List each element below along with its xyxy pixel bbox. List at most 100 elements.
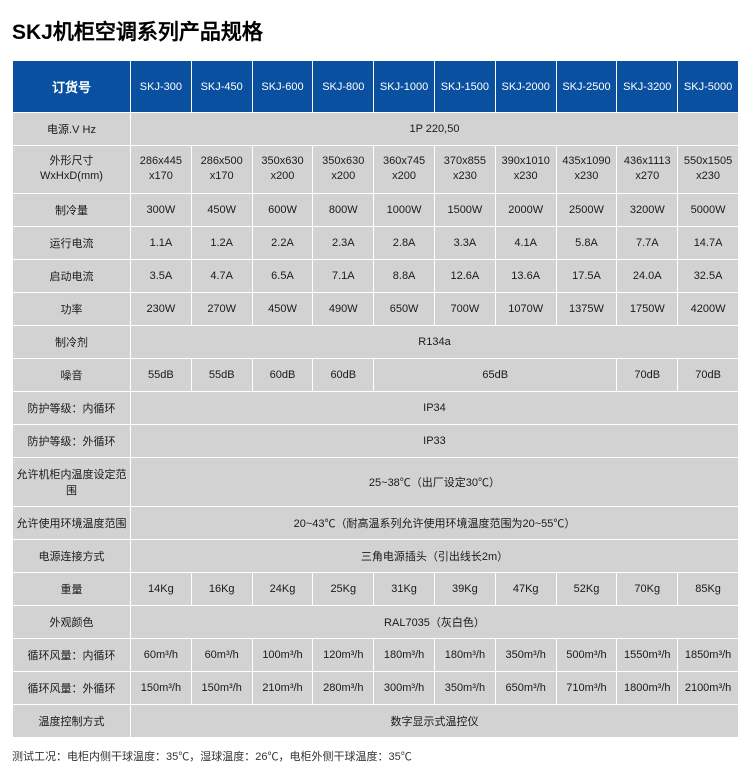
cell: 435x1090x230 (556, 146, 617, 194)
table-row: 防护等级：外循环 IP33 (13, 424, 739, 457)
cell: 2000W (495, 193, 556, 226)
cell-span: 1P 220,50 (131, 113, 739, 146)
cell: 230W (131, 292, 192, 325)
cell: 1375W (556, 292, 617, 325)
cell: 1000W (374, 193, 435, 226)
cell: 3.5A (131, 259, 192, 292)
row-label: 电源.V Hz (13, 113, 131, 146)
table-row: 噪音55dB55dB60dB60dB65dB70dB70dB (13, 358, 739, 391)
cell: 24Kg (252, 572, 313, 605)
cell: 300W (131, 193, 192, 226)
cell: 100m³/h (252, 638, 313, 671)
cell: 2100m³/h (678, 671, 739, 704)
row-label: 重量 (13, 572, 131, 605)
col-model: SKJ-3200 (617, 61, 678, 113)
cell-span: 数字显示式温控仪 (131, 704, 739, 737)
cell-span: 三角电源插头（引出线长2m） (131, 539, 739, 572)
table-row: 允许机柜内温度设定范围 25~38℃（出厂设定30℃） (13, 457, 739, 506)
cell: 60dB (313, 358, 374, 391)
cell: 24.0A (617, 259, 678, 292)
cell: 60m³/h (191, 638, 252, 671)
table-row: 循环风量：外循环150m³/h150m³/h210m³/h280m³/h300m… (13, 671, 739, 704)
row-label: 功率 (13, 292, 131, 325)
cell: 12.6A (434, 259, 495, 292)
cell-span: IP34 (131, 391, 739, 424)
table-row: 重量14Kg16Kg24Kg25Kg31Kg39Kg47Kg52Kg70Kg85… (13, 572, 739, 605)
table-row: 温度控制方式 数字显示式温控仪 (13, 704, 739, 737)
row-label: 温度控制方式 (13, 704, 131, 737)
table-row: 防护等级：内循环 IP34 (13, 391, 739, 424)
cell: 800W (313, 193, 374, 226)
row-label: 启动电流 (13, 259, 131, 292)
cell: 360x745x200 (374, 146, 435, 194)
cell-span: 20~43℃（耐高温系列允许使用环境温度范围为20~55℃） (131, 506, 739, 539)
cell: 1800m³/h (617, 671, 678, 704)
cell: 5.8A (556, 226, 617, 259)
table-row: 制冷量300W450W600W800W1000W1500W2000W2500W3… (13, 193, 739, 226)
cell: 3200W (617, 193, 678, 226)
table-row: 外形尺寸 WxHxD(mm) 286x445x170 286x500x170 3… (13, 146, 739, 194)
cell: 270W (191, 292, 252, 325)
cell: 4.7A (191, 259, 252, 292)
cell: 2.2A (252, 226, 313, 259)
col-model: SKJ-5000 (678, 61, 739, 113)
cell: 16Kg (191, 572, 252, 605)
cell: 1850m³/h (678, 638, 739, 671)
cell: 2.3A (313, 226, 374, 259)
cell: 31Kg (374, 572, 435, 605)
col-model: SKJ-1500 (434, 61, 495, 113)
cell: 70Kg (617, 572, 678, 605)
cell: 4.1A (495, 226, 556, 259)
cell: 70dB (617, 358, 678, 391)
cell: 1070W (495, 292, 556, 325)
cell: 500m³/h (556, 638, 617, 671)
col-model: SKJ-600 (252, 61, 313, 113)
cell: 390x1010x230 (495, 146, 556, 194)
cell: 280m³/h (313, 671, 374, 704)
row-label: 循环风量：内循环 (13, 638, 131, 671)
cell: 286x500x170 (191, 146, 252, 194)
cell: 450W (191, 193, 252, 226)
page-title: SKJ机柜空调系列产品规格 (12, 16, 738, 46)
col-order-no: 订货号 (13, 61, 131, 113)
col-model: SKJ-450 (191, 61, 252, 113)
col-model: SKJ-2500 (556, 61, 617, 113)
row-label: 防护等级：内循环 (13, 391, 131, 424)
cell: 600W (252, 193, 313, 226)
header-row: 订货号 SKJ-300 SKJ-450 SKJ-600 SKJ-800 SKJ-… (13, 61, 739, 113)
row-label: 外形尺寸 WxHxD(mm) (13, 146, 131, 194)
table-body: 电源.V Hz 1P 220,50 外形尺寸 WxHxD(mm) 286x445… (13, 113, 739, 738)
row-label: 制冷量 (13, 193, 131, 226)
table-row: 允许使用环境温度范围 20~43℃（耐高温系列允许使用环境温度范围为20~55℃… (13, 506, 739, 539)
cell-span: RAL7035（灰白色） (131, 605, 739, 638)
cell: 17.5A (556, 259, 617, 292)
cell: 210m³/h (252, 671, 313, 704)
cell: 150m³/h (191, 671, 252, 704)
cell: 450W (252, 292, 313, 325)
cell: 8.8A (374, 259, 435, 292)
label-line: 外形尺寸 (50, 155, 94, 167)
table-row: 制冷剂 R134a (13, 325, 739, 358)
cell: 60dB (252, 358, 313, 391)
cell: 650m³/h (495, 671, 556, 704)
cell: 550x1505x230 (678, 146, 739, 194)
row-label: 外观颜色 (13, 605, 131, 638)
row-label: 噪音 (13, 358, 131, 391)
cell: 1500W (434, 193, 495, 226)
cell: 650W (374, 292, 435, 325)
col-model: SKJ-2000 (495, 61, 556, 113)
cell: 55dB (191, 358, 252, 391)
cell: 3.3A (434, 226, 495, 259)
spec-table: 订货号 SKJ-300 SKJ-450 SKJ-600 SKJ-800 SKJ-… (12, 60, 739, 738)
cell: 710m³/h (556, 671, 617, 704)
row-label: 允许使用环境温度范围 (13, 506, 131, 539)
cell-span: IP33 (131, 424, 739, 457)
footnote: 测试工况：电柜内侧干球温度：35℃，湿球温度：26℃，电柜外侧干球温度：35℃ (12, 748, 738, 764)
cell: 180m³/h (374, 638, 435, 671)
cell: 2.8A (374, 226, 435, 259)
table-row: 电源连接方式 三角电源插头（引出线长2m） (13, 539, 739, 572)
table-row: 电源.V Hz 1P 220,50 (13, 113, 739, 146)
cell: 13.6A (495, 259, 556, 292)
cell: 70dB (678, 358, 739, 391)
cell: 370x855x230 (434, 146, 495, 194)
